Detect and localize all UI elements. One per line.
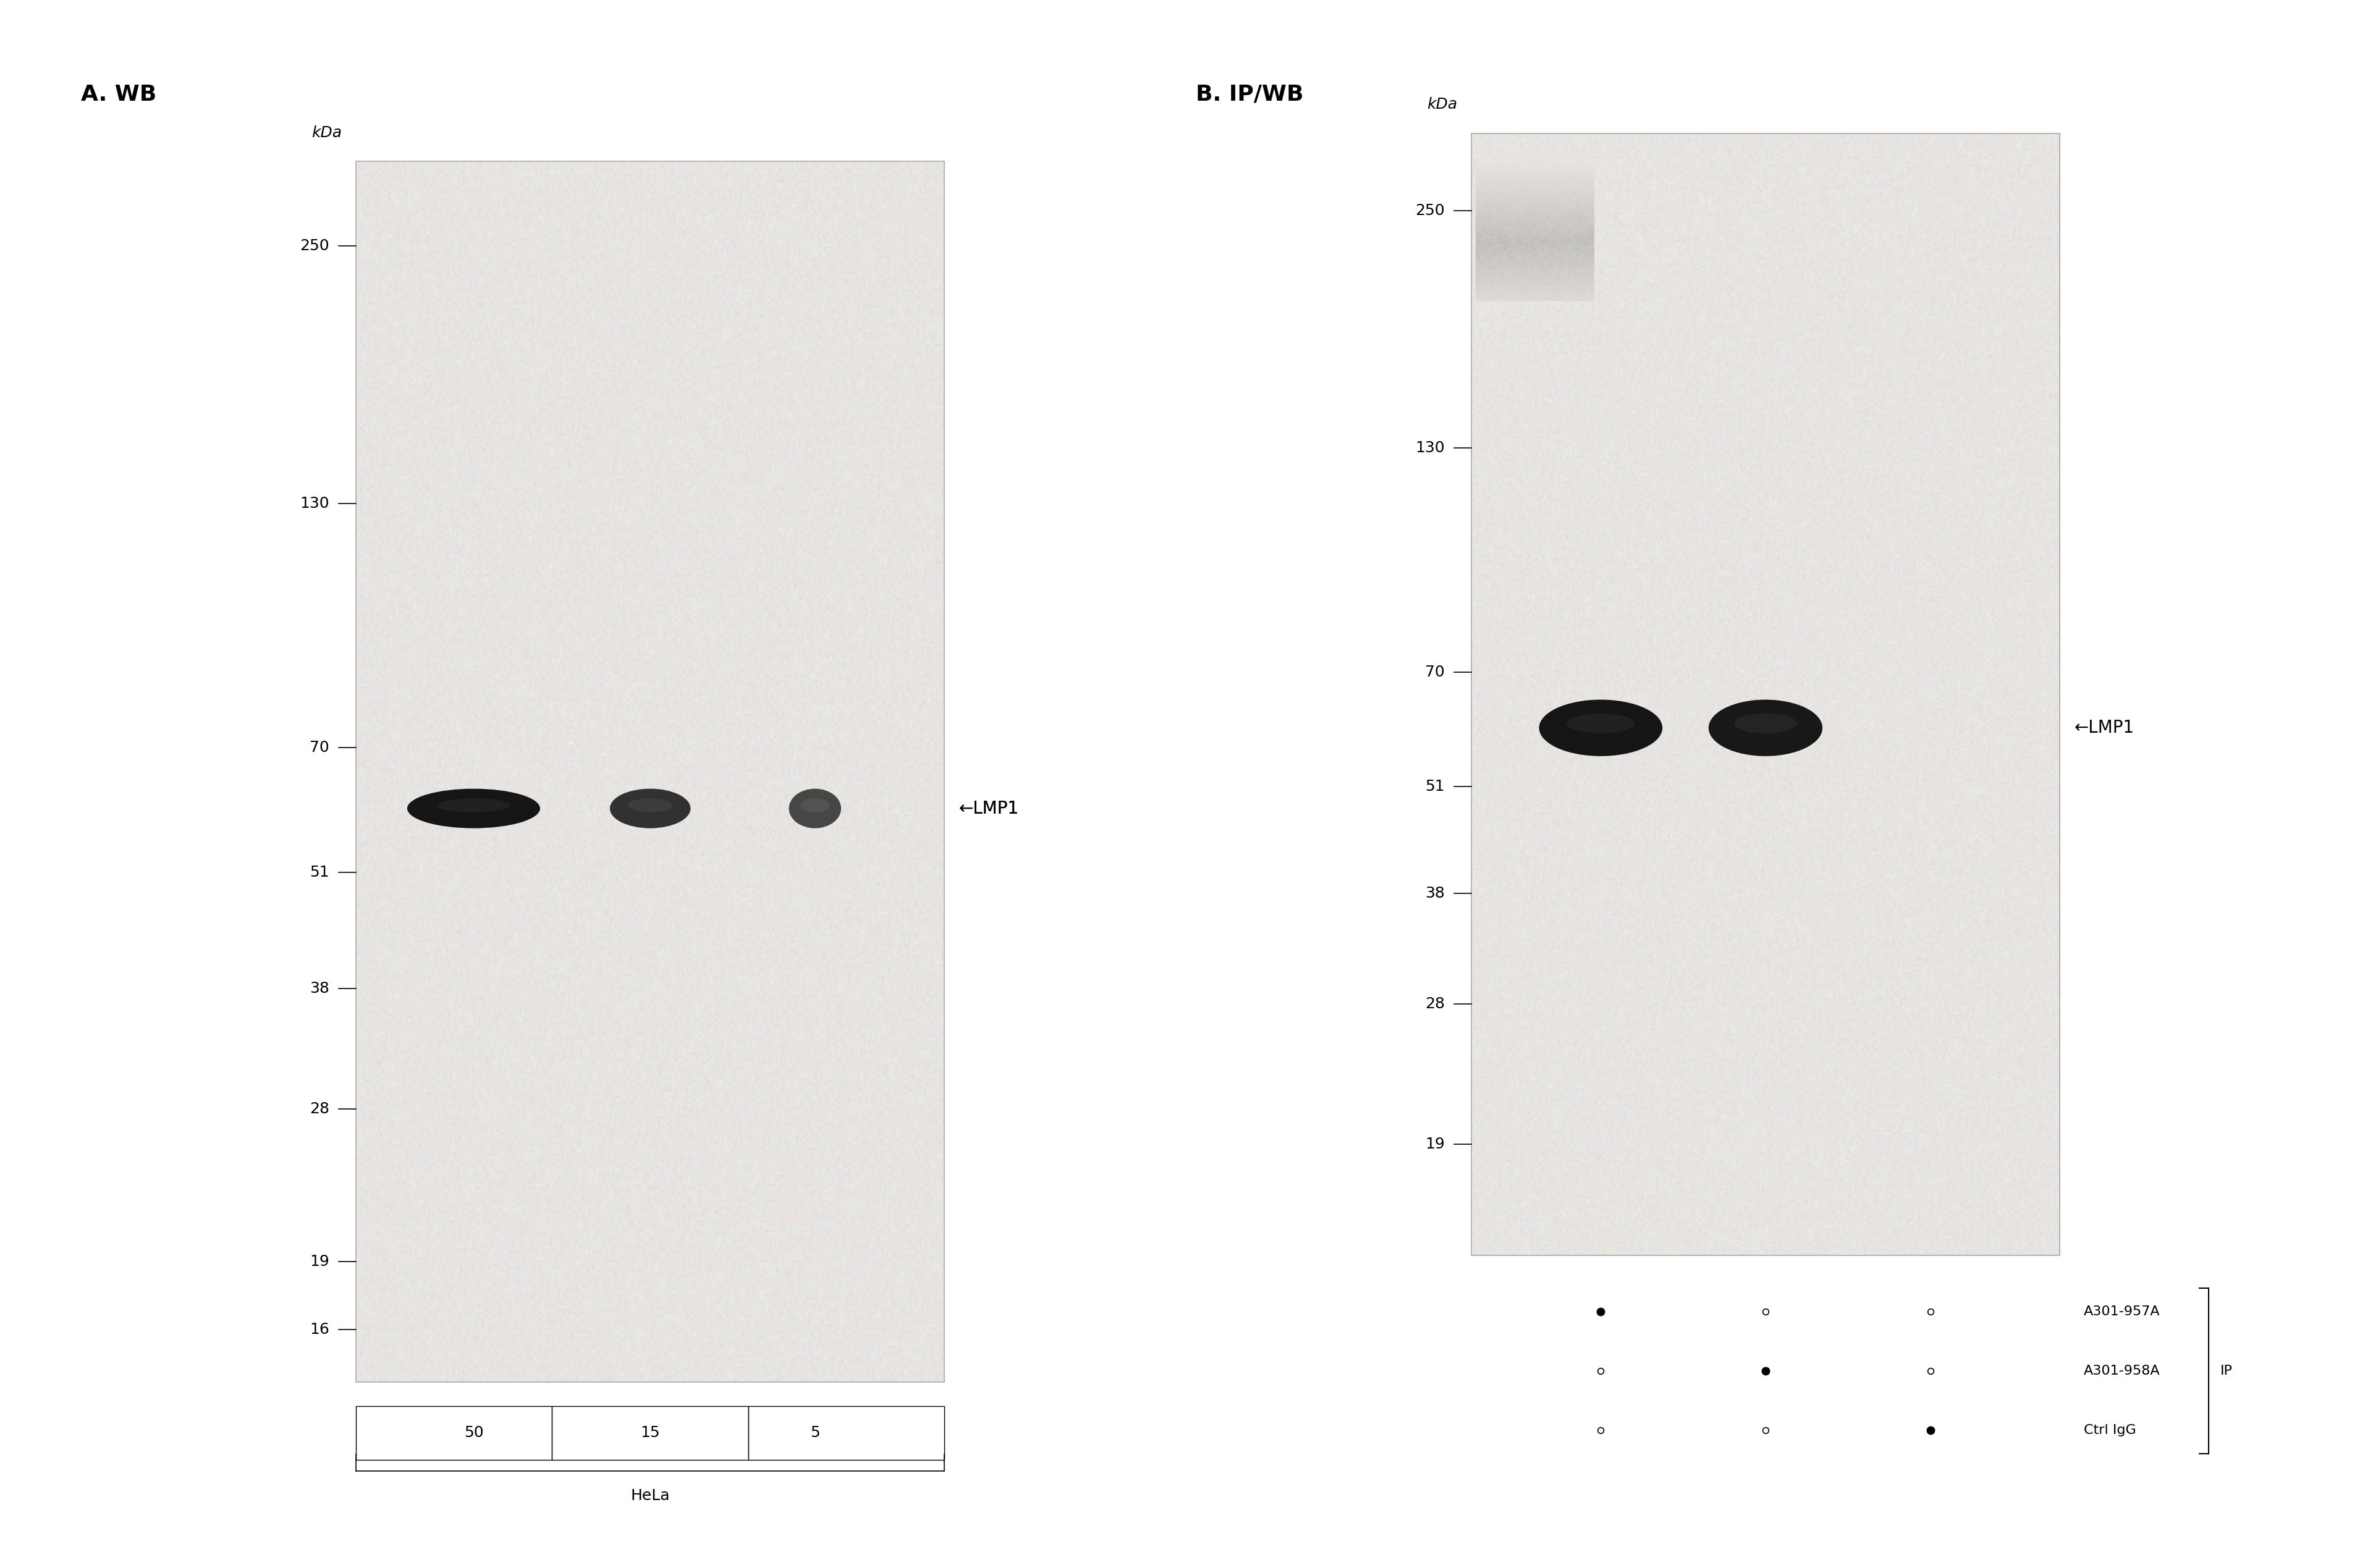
Text: IP: IP bbox=[2221, 1364, 2233, 1377]
Text: 70: 70 bbox=[311, 740, 330, 756]
Text: A301-957A: A301-957A bbox=[2083, 1306, 2159, 1317]
Text: 15: 15 bbox=[641, 1425, 660, 1441]
Text: kDa: kDa bbox=[311, 125, 342, 140]
Text: A. WB: A. WB bbox=[81, 83, 157, 105]
Bar bbox=[356, 1406, 553, 1460]
Text: kDa: kDa bbox=[1426, 97, 1457, 111]
Text: 5: 5 bbox=[809, 1425, 819, 1441]
Text: 250: 250 bbox=[299, 238, 330, 254]
Bar bbox=[747, 1406, 944, 1460]
Text: B. IP/WB: B. IP/WB bbox=[1196, 83, 1303, 105]
Bar bbox=[1471, 133, 2060, 1254]
Text: 16: 16 bbox=[308, 1322, 330, 1338]
Text: A301-958A: A301-958A bbox=[2083, 1364, 2159, 1377]
Text: 28: 28 bbox=[1424, 997, 1445, 1011]
Ellipse shape bbox=[1540, 699, 1663, 756]
Text: 51: 51 bbox=[1426, 779, 1445, 793]
Text: 38: 38 bbox=[1424, 886, 1445, 900]
Ellipse shape bbox=[1735, 713, 1796, 734]
Ellipse shape bbox=[610, 789, 691, 828]
Bar bbox=[356, 162, 944, 1383]
Text: 38: 38 bbox=[308, 982, 330, 996]
Text: 70: 70 bbox=[1426, 665, 1445, 679]
Text: ←LMP1: ←LMP1 bbox=[959, 800, 1018, 817]
Text: HeLa: HeLa bbox=[631, 1488, 669, 1502]
Text: Ctrl IgG: Ctrl IgG bbox=[2083, 1424, 2136, 1436]
Text: ←LMP1: ←LMP1 bbox=[2074, 720, 2133, 737]
Ellipse shape bbox=[1709, 699, 1822, 756]
Text: 130: 130 bbox=[299, 497, 330, 511]
Text: 19: 19 bbox=[311, 1254, 330, 1269]
Ellipse shape bbox=[1566, 713, 1635, 734]
Ellipse shape bbox=[788, 789, 840, 828]
Bar bbox=[553, 1406, 747, 1460]
Text: 51: 51 bbox=[311, 866, 330, 880]
Ellipse shape bbox=[800, 798, 828, 812]
Text: 19: 19 bbox=[1426, 1137, 1445, 1152]
Text: ←LMP1: ←LMP1 bbox=[959, 800, 1018, 817]
Ellipse shape bbox=[408, 789, 541, 828]
Ellipse shape bbox=[629, 798, 672, 812]
Text: 28: 28 bbox=[308, 1101, 330, 1116]
Text: 250: 250 bbox=[1414, 204, 1445, 218]
Text: 130: 130 bbox=[1414, 441, 1445, 455]
Ellipse shape bbox=[437, 798, 510, 812]
Text: 50: 50 bbox=[463, 1425, 484, 1441]
